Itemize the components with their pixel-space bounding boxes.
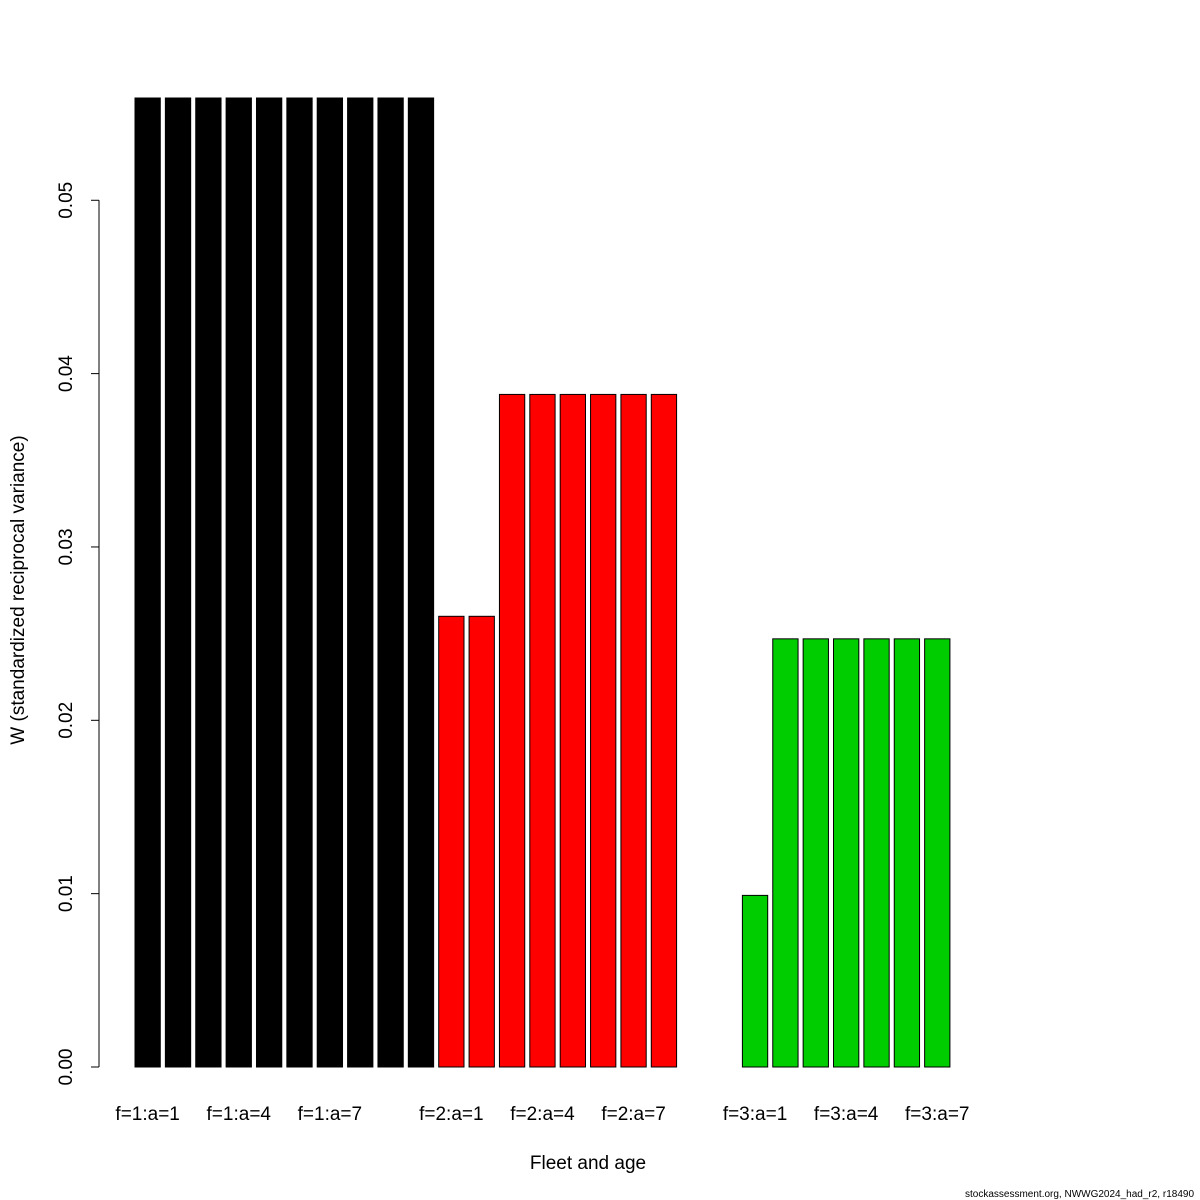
x-tick-label: f=3:a=4 bbox=[814, 1104, 879, 1125]
bar bbox=[498, 393, 526, 1068]
x-axis-label: Fleet and age bbox=[530, 1153, 646, 1174]
bar bbox=[134, 97, 161, 1068]
bar bbox=[590, 393, 617, 1068]
bar bbox=[559, 393, 586, 1068]
bar bbox=[924, 638, 951, 1068]
bar bbox=[802, 638, 829, 1068]
x-tick-label: f=3:a=1 bbox=[723, 1104, 787, 1125]
y-tick-label: 0.00 bbox=[56, 1049, 77, 1086]
x-tick-label: f=1:a=1 bbox=[115, 1104, 179, 1125]
footnote: stockassessment.org, NWWG2024_had_r2, r1… bbox=[965, 1189, 1194, 1200]
bar bbox=[650, 393, 678, 1068]
bar bbox=[468, 615, 495, 1068]
x-tick-label: f=1:a=7 bbox=[298, 1104, 362, 1125]
bar bbox=[225, 97, 252, 1068]
bar bbox=[347, 97, 374, 1068]
y-tick-label: 0.04 bbox=[56, 355, 77, 392]
bar bbox=[164, 97, 192, 1068]
bar bbox=[529, 393, 556, 1068]
x-tick-label: f=1:a=4 bbox=[207, 1104, 272, 1125]
bar bbox=[893, 638, 921, 1068]
bar bbox=[833, 638, 860, 1068]
bar bbox=[255, 97, 283, 1068]
y-axis-label: W (standardized reciprocal variance) bbox=[8, 435, 29, 744]
bar bbox=[195, 97, 222, 1068]
bar bbox=[741, 894, 769, 1068]
y-tick-label: 0.01 bbox=[56, 875, 77, 912]
bar bbox=[377, 97, 404, 1068]
y-tick-label: 0.03 bbox=[56, 528, 77, 565]
x-tick-label: f=2:a=7 bbox=[601, 1104, 665, 1125]
y-tick-label: 0.02 bbox=[56, 702, 77, 739]
bar bbox=[316, 97, 344, 1068]
x-tick-label: f=2:a=1 bbox=[419, 1104, 483, 1125]
y-tick-label: 0.05 bbox=[56, 182, 77, 219]
x-tick-label: f=3:a=7 bbox=[905, 1104, 969, 1125]
bar bbox=[620, 393, 647, 1068]
x-tick-label: f=2:a=4 bbox=[510, 1104, 575, 1125]
bar bbox=[863, 638, 890, 1068]
bar bbox=[286, 97, 313, 1068]
bar bbox=[772, 638, 799, 1068]
bar bbox=[438, 615, 465, 1068]
bar bbox=[407, 97, 435, 1068]
